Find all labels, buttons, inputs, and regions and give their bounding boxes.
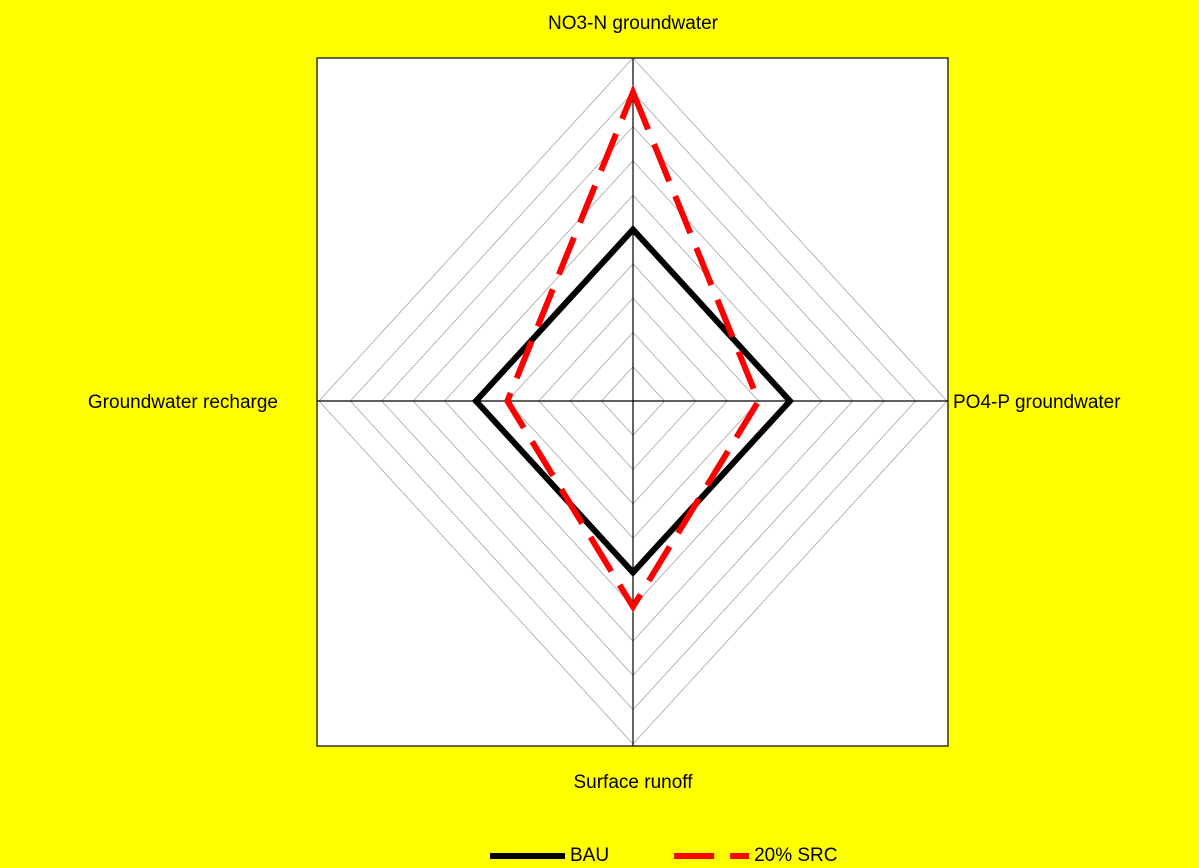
- axis-label: NO3-N groundwater: [548, 13, 719, 34]
- axis-label: PO4-P groundwater: [953, 392, 1121, 413]
- series-line: [504, 84, 762, 613]
- axis-label: Surface runoff: [573, 772, 693, 793]
- axis-label: Groundwater recharge: [88, 392, 278, 413]
- legend-label: BAU: [570, 845, 609, 866]
- legend-label: 20% SRC: [754, 845, 837, 866]
